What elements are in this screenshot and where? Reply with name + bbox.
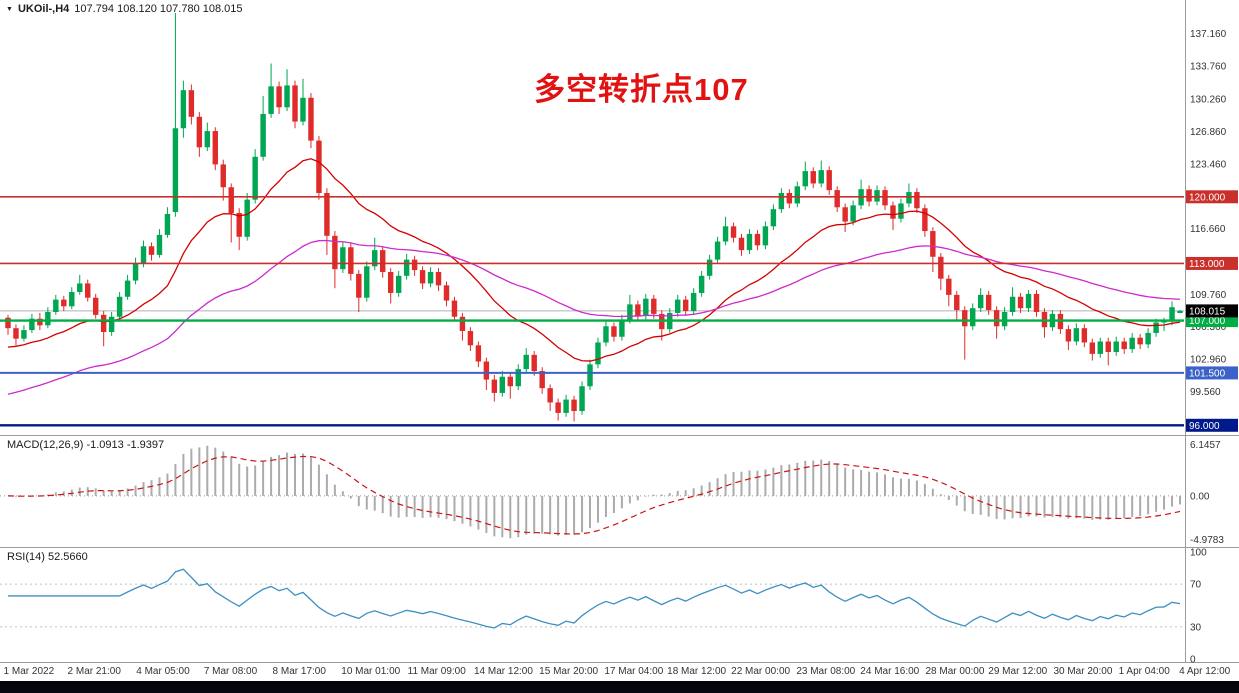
rsi-label: RSI(14) 52.5660 [7, 551, 88, 563]
time-axis[interactable]: 1 Mar 2022 2 Mar 21:00 4 Mar 05:00 7 Mar 08… [0, 664, 1239, 681]
svg-text:130.260: 130.260 [1190, 95, 1227, 106]
macd-label: MACD(12,26,9) -1.0913 -1.9397 [7, 439, 165, 451]
time-label: 4 Mar 05:00 [136, 666, 190, 677]
time-label: 30 Mar 20:00 [1053, 666, 1113, 677]
svg-text:120.000: 120.000 [1189, 192, 1226, 203]
time-label: 2 Mar 21:00 [67, 666, 121, 677]
bottom-bar [0, 681, 1239, 693]
macd-axis[interactable]: 6.1457 0.00 -4.9783 [1190, 440, 1224, 546]
collapse-icon[interactable]: ▼ [6, 5, 13, 13]
svg-text:-4.9783: -4.9783 [1190, 535, 1224, 546]
candlesticks [5, 13, 1183, 422]
time-label: 8 Mar 17:00 [272, 666, 326, 677]
time-label: 4 Apr 12:00 [1179, 666, 1231, 677]
chart-header: ▼ UKOil-,H4 107.794 108.120 107.780 108.… [6, 3, 243, 15]
price-badge-113.000: 113.000 [1186, 256, 1238, 270]
time-label: 24 Mar 16:00 [860, 666, 920, 677]
time-label: 14 Mar 12:00 [474, 666, 533, 677]
svg-text:6.1457: 6.1457 [1190, 440, 1221, 451]
svg-text:99.560: 99.560 [1190, 387, 1221, 398]
ma-magenta [7, 239, 1181, 395]
macd-signal-line [7, 455, 1181, 535]
svg-text:101.500: 101.500 [1189, 368, 1226, 379]
price-axis[interactable]: 137.160 133.760 130.260 126.860 123.460 116.6… [1186, 29, 1238, 432]
time-label: 29 Mar 12:00 [988, 666, 1048, 677]
svg-text:133.760: 133.760 [1190, 61, 1227, 72]
time-label: 1 Mar 2022 [3, 666, 55, 677]
svg-text:30: 30 [1190, 622, 1202, 633]
time-label: 7 Mar 08:00 [203, 666, 258, 677]
time-label: 15 Mar 20:00 [539, 666, 599, 677]
svg-text:109.760: 109.760 [1190, 290, 1227, 301]
svg-text:0: 0 [1190, 655, 1196, 666]
ohlc-quote: 107.794 108.120 107.780 108.015 [74, 3, 243, 15]
svg-text:137.160: 137.160 [1190, 29, 1227, 40]
time-label: 23 Mar 08:00 [796, 666, 856, 677]
time-label: 28 Mar 00:00 [925, 666, 985, 677]
svg-text:70: 70 [1190, 580, 1202, 591]
svg-text:0.00: 0.00 [1190, 491, 1210, 502]
svg-text:113.000: 113.000 [1189, 259, 1225, 270]
rsi-axis[interactable]: 100 70 30 0 [1190, 548, 1207, 666]
price-badge-96.000: 96.000 [1186, 418, 1238, 432]
svg-text:100: 100 [1190, 548, 1207, 559]
time-label: 11 Mar 09:00 [407, 666, 466, 677]
svg-text:102.960: 102.960 [1190, 355, 1227, 366]
annotation-text: 多空转折点107 [534, 72, 749, 107]
symbol-period-label: UKOil-,H4 [17, 3, 70, 15]
price-badge-101.500: 101.500 [1186, 366, 1238, 380]
price-badge-120.000: 120.000 [1186, 190, 1238, 204]
price-badge-108.015: 108.015 [1186, 304, 1238, 318]
time-label: 10 Mar 01:00 [341, 666, 401, 677]
svg-text:116.660: 116.660 [1190, 224, 1226, 235]
time-label: 22 Mar 00:00 [731, 666, 791, 677]
svg-text:106.360: 106.360 [1190, 322, 1227, 333]
svg-text:96.000: 96.000 [1189, 421, 1220, 432]
time-label: 1 Apr 04:00 [1118, 666, 1170, 677]
svg-text:126.860: 126.860 [1190, 127, 1227, 138]
svg-text:108.015: 108.015 [1189, 306, 1226, 317]
rsi-line [7, 568, 1181, 629]
svg-text:107.000: 107.000 [1189, 316, 1226, 327]
svg-text:123.460: 123.460 [1190, 159, 1227, 170]
time-label: 17 Mar 04:00 [604, 666, 664, 677]
time-label: 18 Mar 12:00 [667, 666, 727, 677]
ma-red [7, 158, 1181, 362]
macd-histogram [14, 445, 1182, 539]
